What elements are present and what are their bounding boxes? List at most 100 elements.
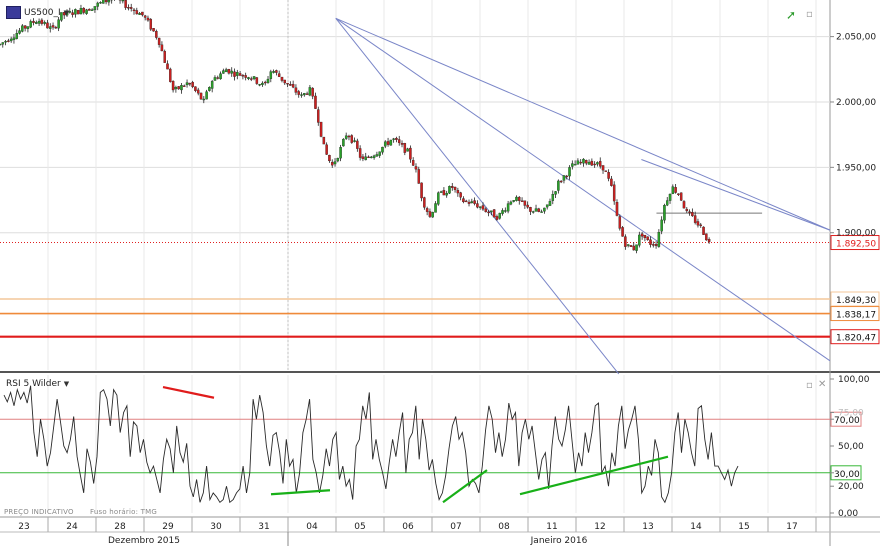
- candle-body: [52, 25, 54, 27]
- candle-body: [30, 21, 32, 27]
- candle-body: [504, 210, 506, 211]
- candle-body: [420, 183, 422, 198]
- candle-body: [286, 83, 288, 84]
- candle-body: [675, 187, 677, 192]
- candle-body: [543, 208, 545, 211]
- candle-body: [138, 13, 140, 15]
- candle-body: [278, 74, 280, 77]
- candle-body: [275, 70, 277, 72]
- candle-body: [700, 225, 702, 226]
- candle-body: [164, 51, 166, 63]
- candle-body: [217, 78, 219, 79]
- candle-body: [594, 164, 596, 165]
- candle-body: [599, 161, 601, 166]
- rsi-header[interactable]: RSI 5 Wilder ▼: [6, 379, 69, 389]
- rsi-axis-label: 20,00: [838, 482, 864, 492]
- price-axis-label: 1.900,00: [836, 229, 876, 239]
- candle-body: [499, 213, 501, 218]
- candle-body: [253, 76, 255, 78]
- rsi-dropdown-icon[interactable]: ▼: [64, 380, 69, 388]
- trend-up-icon[interactable]: ➚: [786, 8, 796, 22]
- candle-body: [677, 194, 679, 195]
- candle-body: [635, 245, 637, 251]
- candle-body: [649, 240, 651, 245]
- candle-body: [686, 209, 688, 211]
- candle-body: [83, 8, 85, 12]
- candle-body: [155, 31, 157, 37]
- candle-body: [474, 201, 476, 204]
- panel-maximize-icon[interactable]: ▫: [806, 9, 813, 20]
- candle-body: [407, 149, 409, 152]
- candle-body: [619, 217, 621, 229]
- rsi-axis-label: 75,00: [838, 409, 864, 419]
- last-price-label: 1.892,50: [836, 240, 876, 250]
- candle-body: [582, 159, 584, 163]
- candle-body: [351, 135, 353, 142]
- candle-body: [340, 147, 342, 158]
- day-label: 11: [546, 522, 557, 532]
- candle-body: [309, 87, 311, 95]
- symbol-dropdown-icon[interactable]: ▼: [64, 9, 69, 17]
- candle-body: [605, 171, 607, 172]
- candle-body: [610, 179, 612, 186]
- day-label: 15: [738, 522, 749, 532]
- candle-body: [457, 190, 459, 193]
- candle-body: [353, 141, 355, 142]
- candle-body: [7, 41, 9, 42]
- candle-body: [147, 18, 149, 20]
- candle-body: [521, 201, 523, 202]
- candle-body: [10, 39, 12, 41]
- rsi-maximize-icon[interactable]: ▫: [806, 380, 813, 391]
- symbol-header[interactable]: US500_I ▼: [6, 6, 69, 19]
- candle-body: [471, 201, 473, 202]
- candle-body: [627, 244, 629, 245]
- candle-body: [591, 161, 593, 165]
- candle-body: [317, 110, 319, 123]
- candle-body: [136, 10, 138, 14]
- day-label: 12: [594, 522, 605, 532]
- candle-body: [412, 160, 414, 165]
- candle-body: [496, 216, 498, 219]
- day-label: 14: [690, 522, 702, 532]
- candle-body: [245, 75, 247, 77]
- candle-body: [320, 122, 322, 136]
- month-label: Janeiro 2016: [530, 536, 588, 546]
- candle-body: [77, 10, 79, 14]
- candle-body: [454, 187, 456, 190]
- rsi-level-tag-label: 30,00: [834, 470, 860, 480]
- candle-body: [219, 74, 221, 79]
- close-icon[interactable]: ✕: [818, 379, 826, 390]
- candle-body: [99, 2, 101, 3]
- candle-body: [588, 162, 590, 164]
- day-label: 28: [114, 522, 126, 532]
- candle-body: [451, 186, 453, 188]
- candle-body: [658, 232, 660, 246]
- candle-body: [409, 148, 411, 159]
- candle-body: [448, 186, 450, 193]
- day-label: 24: [66, 522, 78, 532]
- candle-body: [381, 147, 383, 152]
- day-label: 06: [402, 522, 414, 532]
- candle-body: [666, 201, 668, 206]
- candle-body: [518, 197, 520, 201]
- candle-body: [535, 209, 537, 212]
- day-label: 13: [642, 522, 653, 532]
- candle-body: [462, 199, 464, 202]
- candle-body: [661, 220, 663, 231]
- candle-body: [390, 140, 392, 145]
- candle-body: [638, 235, 640, 245]
- candle-body: [55, 27, 57, 28]
- candle-body: [200, 93, 202, 99]
- symbol-icon: [6, 6, 21, 19]
- candle-body: [697, 221, 699, 225]
- candle-body: [267, 79, 269, 83]
- candle-body: [281, 77, 283, 81]
- candle-body: [303, 93, 305, 95]
- price-axis-label: 1.950,00: [836, 163, 876, 173]
- candle-body: [125, 0, 127, 8]
- candle-body: [158, 38, 160, 45]
- candle-body: [493, 210, 495, 218]
- candle-body: [178, 86, 180, 89]
- candle-body: [180, 85, 182, 90]
